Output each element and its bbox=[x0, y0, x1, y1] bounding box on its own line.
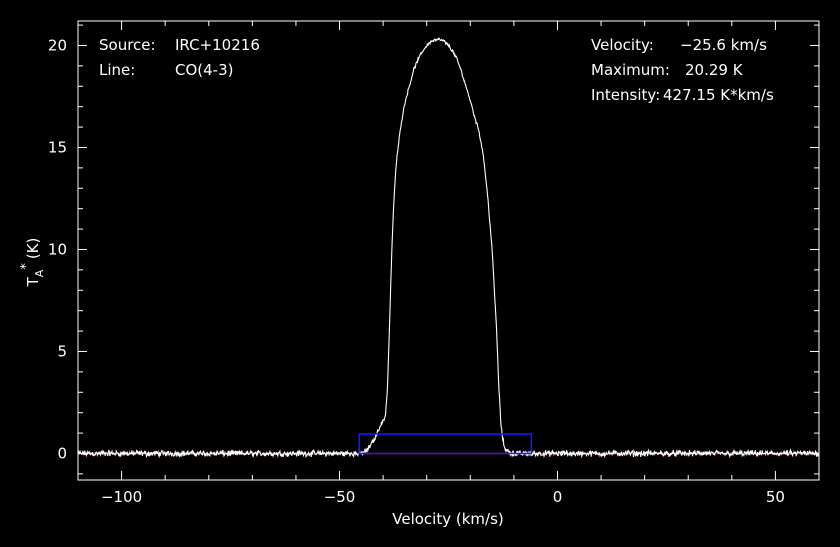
source-label: Source: bbox=[99, 36, 156, 54]
velocity-value: −25.6 km/s bbox=[680, 36, 767, 54]
source-value: IRC+10216 bbox=[175, 36, 260, 54]
chart-background bbox=[0, 0, 840, 547]
y-axis-title-sub: A bbox=[33, 269, 46, 277]
y-axis-title-unit: (K) bbox=[24, 238, 42, 260]
spectrum-chart: −100 −50 0 5005101520 Velocity (km/s) TA*(K… bbox=[0, 0, 840, 547]
line-label: Line: bbox=[99, 61, 135, 79]
x-tick-label: −100 bbox=[101, 488, 142, 506]
x-axis-title: Velocity (km/s) bbox=[392, 510, 503, 528]
y-tick-label: 10 bbox=[48, 240, 67, 258]
line-value: CO(4-3) bbox=[175, 61, 233, 79]
y-tick-label: 5 bbox=[57, 342, 67, 360]
intensity-label: Intensity: bbox=[591, 86, 660, 104]
y-tick-label: 15 bbox=[48, 138, 67, 156]
y-tick-label: 20 bbox=[48, 36, 67, 54]
y-tick-label: 0 bbox=[57, 444, 67, 462]
maximum-value: 20.29 K bbox=[685, 61, 744, 79]
maximum-label: Maximum: bbox=[591, 61, 670, 79]
x-tick-label: 0 bbox=[553, 488, 563, 506]
x-tick-label: 50 bbox=[766, 488, 785, 506]
y-axis-title-sup: * bbox=[19, 263, 34, 270]
intensity-value: 427.15 K*km/s bbox=[663, 86, 774, 104]
x-tick-label: −50 bbox=[324, 488, 356, 506]
velocity-label: Velocity: bbox=[591, 36, 654, 54]
